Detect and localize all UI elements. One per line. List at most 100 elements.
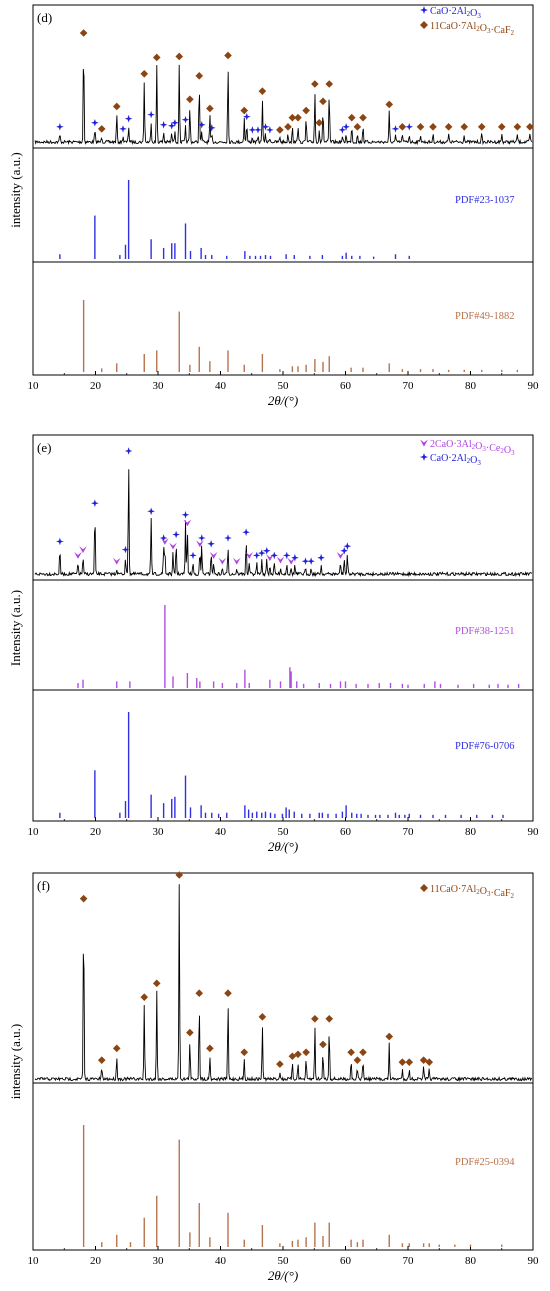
peak-marker <box>477 123 486 131</box>
peak-marker <box>336 551 345 559</box>
peak-marker <box>181 511 190 519</box>
peak-marker <box>359 113 367 122</box>
x-tick-label: 10 <box>28 1255 40 1267</box>
xrd-pattern-line <box>34 469 533 578</box>
peak-marker <box>152 53 161 62</box>
x-tick-label: 20 <box>90 380 102 392</box>
peak-marker <box>257 549 266 557</box>
peak-marker <box>282 551 291 560</box>
x-tick-label: 60 <box>340 1255 352 1267</box>
peak-marker <box>79 894 88 903</box>
peak-marker <box>287 557 295 565</box>
y-axis-label: intensity (a.u.) <box>8 152 23 227</box>
peak-marker <box>169 542 177 550</box>
peak-marker <box>197 534 206 542</box>
peak-marker <box>248 126 257 134</box>
xrd-pattern-line <box>34 64 533 146</box>
peak-marker <box>208 124 216 132</box>
peak-marker <box>224 51 232 60</box>
peak-marker <box>301 557 310 565</box>
x-axis-label: 2θ/(°) <box>268 1268 298 1283</box>
peak-marker <box>119 125 127 133</box>
peak-marker <box>315 118 324 127</box>
legend-label: 2CaO·3Al2O3·Ce2O3 <box>430 439 515 457</box>
peak-marker <box>112 557 121 565</box>
peak-marker <box>276 556 285 564</box>
reference-label: PDF#49-1882 <box>455 311 515 322</box>
x-tick-label: 90 <box>528 826 540 838</box>
peak-marker <box>124 114 133 123</box>
x-tick-label: 30 <box>153 826 165 838</box>
x-tick-label: 10 <box>28 826 40 838</box>
peak-marker <box>294 113 302 122</box>
reference-label: PDF#25-0394 <box>455 1157 515 1168</box>
peak-marker <box>224 989 232 997</box>
peak-marker <box>325 80 334 88</box>
x-tick-label: 70 <box>403 380 415 392</box>
peak-marker <box>266 554 274 562</box>
peak-marker <box>254 126 262 134</box>
peak-marker <box>342 123 350 131</box>
reference-label: PDF#76-0706 <box>455 741 515 752</box>
peak-marker <box>405 1058 414 1066</box>
xrd-panel-e: (e) 10 20 30 40 50 60 70 80 90 2θ/(°) Intensity (a.… <box>8 434 540 854</box>
legend-label: 11CaO·7Al2O3·CaF2 <box>430 21 515 37</box>
x-tick-label: 80 <box>465 826 477 838</box>
peak-marker <box>232 557 241 565</box>
peak-marker <box>385 1032 394 1041</box>
peak-marker <box>224 534 232 542</box>
peak-marker <box>302 106 310 115</box>
peak-marker <box>353 123 362 131</box>
peak-marker <box>79 546 87 554</box>
plot-frame <box>32 872 534 1251</box>
peak-marker <box>189 551 197 560</box>
peak-marker <box>171 119 179 127</box>
peak-marker <box>175 871 184 879</box>
peak-marker <box>152 979 161 988</box>
peak-marker <box>209 551 218 559</box>
peak-marker <box>338 126 347 134</box>
peak-marker <box>147 110 155 119</box>
xrd-panel-d: (d) 10 20 30 40 50 60 70 80 90 2θ/(°) intensity (a.… <box>8 4 539 408</box>
peak-marker <box>97 125 106 133</box>
peak-marker <box>513 123 522 131</box>
peak-marker <box>276 1060 284 1068</box>
x-tick-label: 60 <box>340 380 352 392</box>
peak-marker <box>206 104 214 113</box>
peak-marker <box>258 87 267 95</box>
peak-marker <box>311 1015 319 1023</box>
peak-marker <box>195 72 204 80</box>
panel-label: (f) <box>37 878 50 893</box>
panel-label: (d) <box>37 10 52 25</box>
peak-marker <box>340 547 348 555</box>
xrd-pattern-line <box>34 884 533 1083</box>
panel-label: (e) <box>37 440 51 455</box>
peak-marker <box>398 123 407 131</box>
peak-marker <box>207 540 215 548</box>
peak-marker <box>124 447 133 455</box>
peak-marker <box>425 1058 434 1066</box>
x-axis-label: 2θ/(°) <box>268 839 298 854</box>
x-tick-label: 70 <box>403 1255 415 1267</box>
legend-label: CaO·2Al2O3 <box>430 453 481 467</box>
peak-marker <box>252 551 261 560</box>
x-tick-label: 90 <box>528 1255 540 1267</box>
x-tick-label: 30 <box>153 380 165 392</box>
peak-marker <box>266 126 274 134</box>
peak-marker <box>79 29 88 37</box>
peak-marker <box>359 1048 367 1057</box>
peak-marker <box>311 80 319 88</box>
peak-marker <box>91 499 99 507</box>
peak-marker <box>242 528 250 536</box>
peak-marker <box>347 113 356 122</box>
peak-marker <box>347 1048 355 1057</box>
peak-marker <box>319 97 327 106</box>
peak-marker <box>385 100 394 109</box>
peak-marker <box>195 989 204 997</box>
x-tick-label: 50 <box>278 380 290 392</box>
x-tick-label: 80 <box>465 380 477 392</box>
peak-marker <box>140 993 149 1001</box>
x-tick-label: 70 <box>403 826 415 838</box>
peak-marker <box>206 1044 214 1053</box>
